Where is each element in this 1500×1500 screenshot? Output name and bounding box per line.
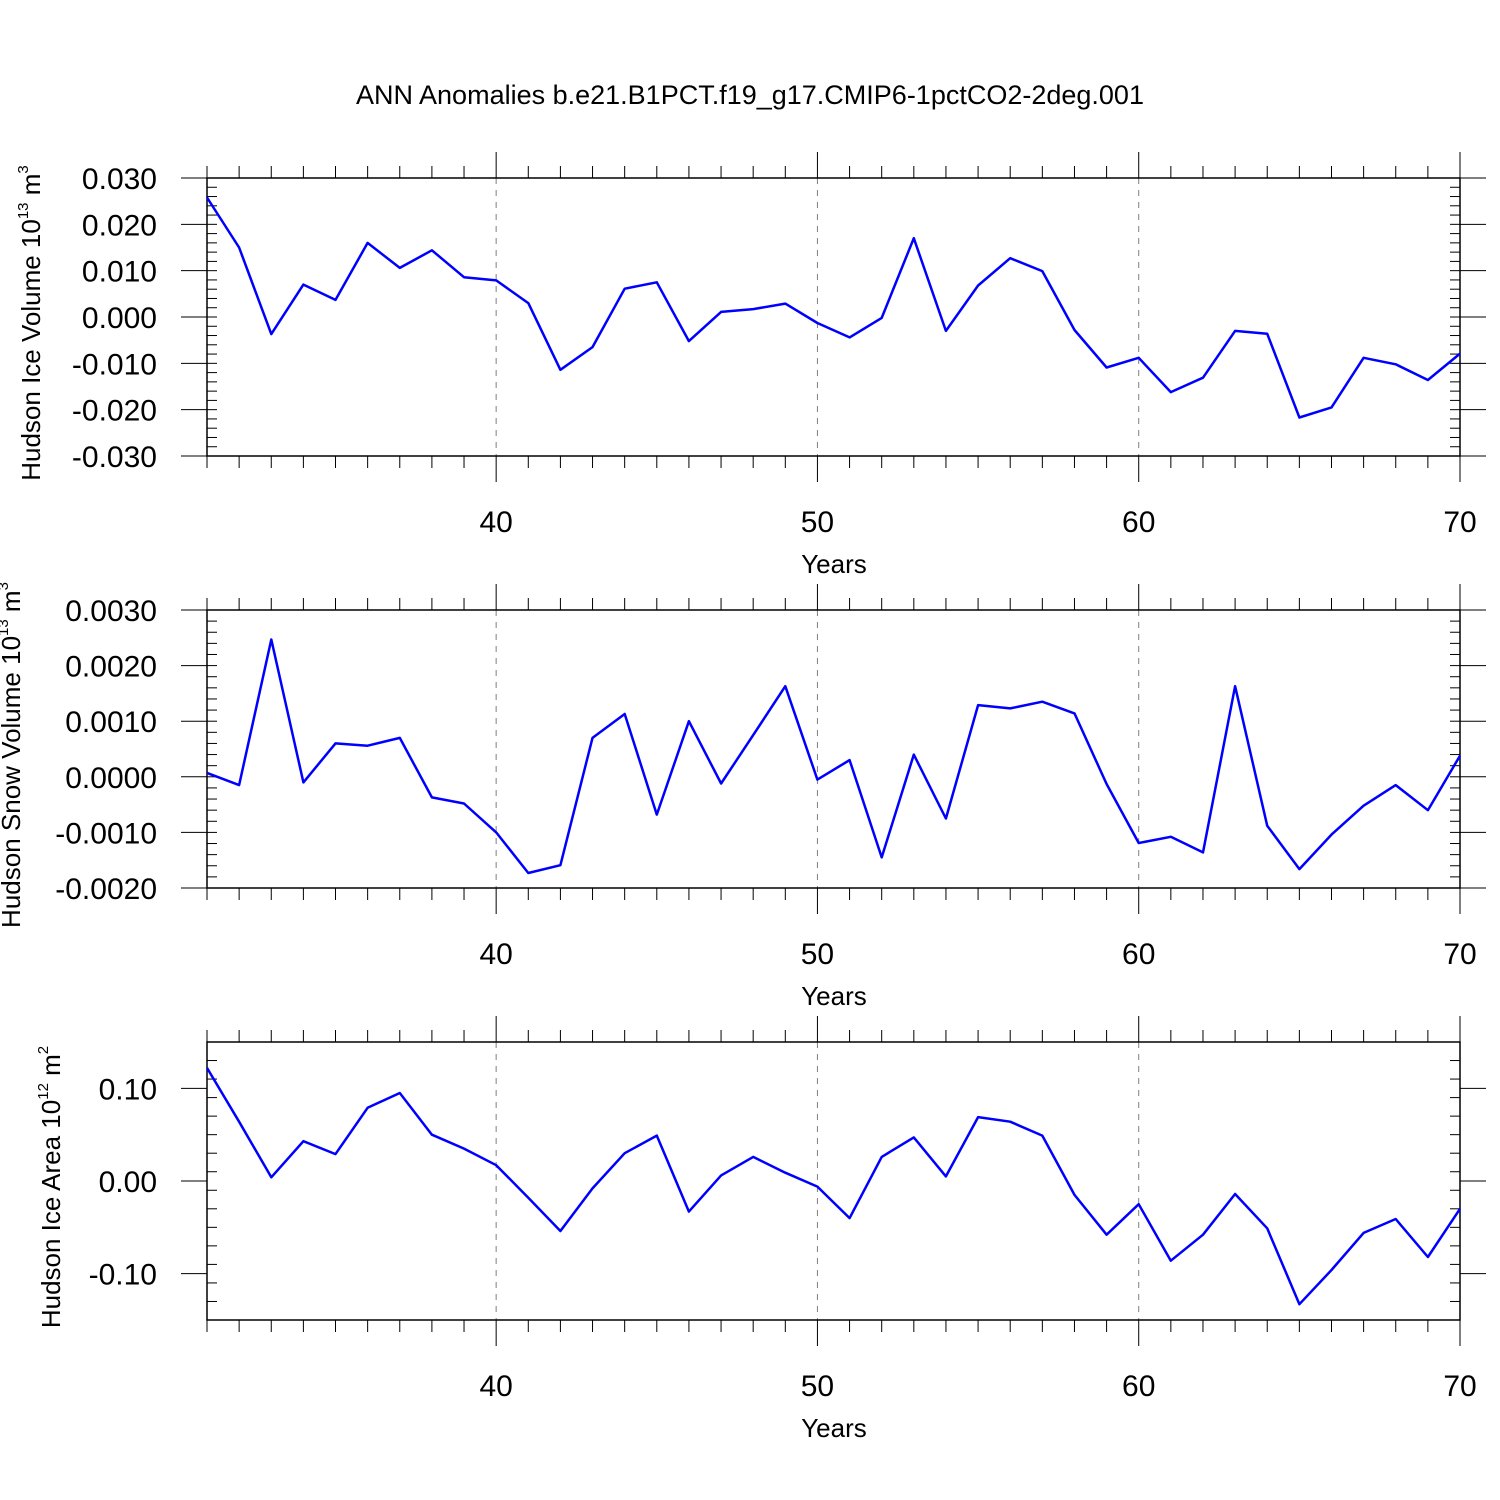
x-tick-label: 60 bbox=[1122, 506, 1155, 539]
x-tick-label: 60 bbox=[1122, 1370, 1155, 1403]
y-tick-label: 0.0000 bbox=[65, 762, 157, 795]
x-tick-label: 70 bbox=[1443, 506, 1476, 539]
y-tick-label: 0.010 bbox=[82, 256, 157, 289]
x-tick-label: 40 bbox=[479, 938, 512, 971]
x-axis-title: Years bbox=[801, 981, 867, 1011]
y-tick-label: 0.030 bbox=[82, 163, 157, 196]
plot-frame bbox=[206, 1041, 1461, 1321]
x-tick-label: 70 bbox=[1443, 938, 1476, 971]
chart-panel-3: 40 50 60 70 Years -0.10 0.00 0.10 Hudson Ice Are… bbox=[35, 1016, 1486, 1443]
x-tick-label: 50 bbox=[801, 1370, 834, 1403]
y-tick-label: -0.0020 bbox=[55, 873, 157, 906]
y-axis-title: Hudson Ice Area 1012 m2 bbox=[35, 1046, 66, 1328]
y-tick-label: -0.010 bbox=[72, 348, 157, 381]
y-tick-label: 0.10 bbox=[99, 1073, 157, 1106]
y-tick-label: 0.00 bbox=[99, 1166, 157, 1199]
y-tick-label: 0.0010 bbox=[65, 706, 157, 739]
series-line bbox=[206, 638, 1462, 875]
x-tick-label: 40 bbox=[479, 1370, 512, 1403]
y-tick-label: 0.000 bbox=[82, 302, 157, 335]
x-tick-label: 70 bbox=[1443, 1370, 1476, 1403]
x-tick-label: 60 bbox=[1122, 938, 1155, 971]
figure-title: ANN Anomalies b.e21.B1PCT.f19_g17.CMIP6-… bbox=[356, 80, 1144, 110]
y-tick-label: 0.020 bbox=[82, 209, 157, 242]
chart-panel-1: 40 50 60 70 Years -0.030 -0.020 -0.010 0.000 0.01… bbox=[15, 152, 1486, 579]
y-tick-label: -0.030 bbox=[72, 441, 157, 474]
plot-frame bbox=[206, 177, 1461, 457]
y-tick-label: -0.020 bbox=[72, 395, 157, 428]
plot-frame bbox=[206, 609, 1461, 889]
y-tick-label: -0.10 bbox=[89, 1259, 157, 1292]
chart-panel-2: 40 50 60 70 Years -0.0020 -0.0010 0.0000 0.0010 0… bbox=[0, 582, 1486, 1011]
x-tick-label: 50 bbox=[801, 506, 834, 539]
y-tick-label: -0.0010 bbox=[55, 817, 157, 850]
x-axis-title: Years bbox=[801, 1413, 867, 1443]
y-axis-title: Hudson Snow Volume 1013 m3 bbox=[0, 582, 26, 928]
y-tick-label: 0.0020 bbox=[65, 651, 157, 684]
x-tick-label: 50 bbox=[801, 938, 834, 971]
x-axis-title: Years bbox=[801, 549, 867, 579]
series-line bbox=[205, 196, 1461, 419]
y-axis-title: Hudson Ice Volume 1013 m3 bbox=[15, 165, 46, 481]
x-tick-label: 40 bbox=[479, 506, 512, 539]
y-tick-label: 0.0030 bbox=[65, 595, 157, 628]
series-line bbox=[205, 1067, 1462, 1306]
